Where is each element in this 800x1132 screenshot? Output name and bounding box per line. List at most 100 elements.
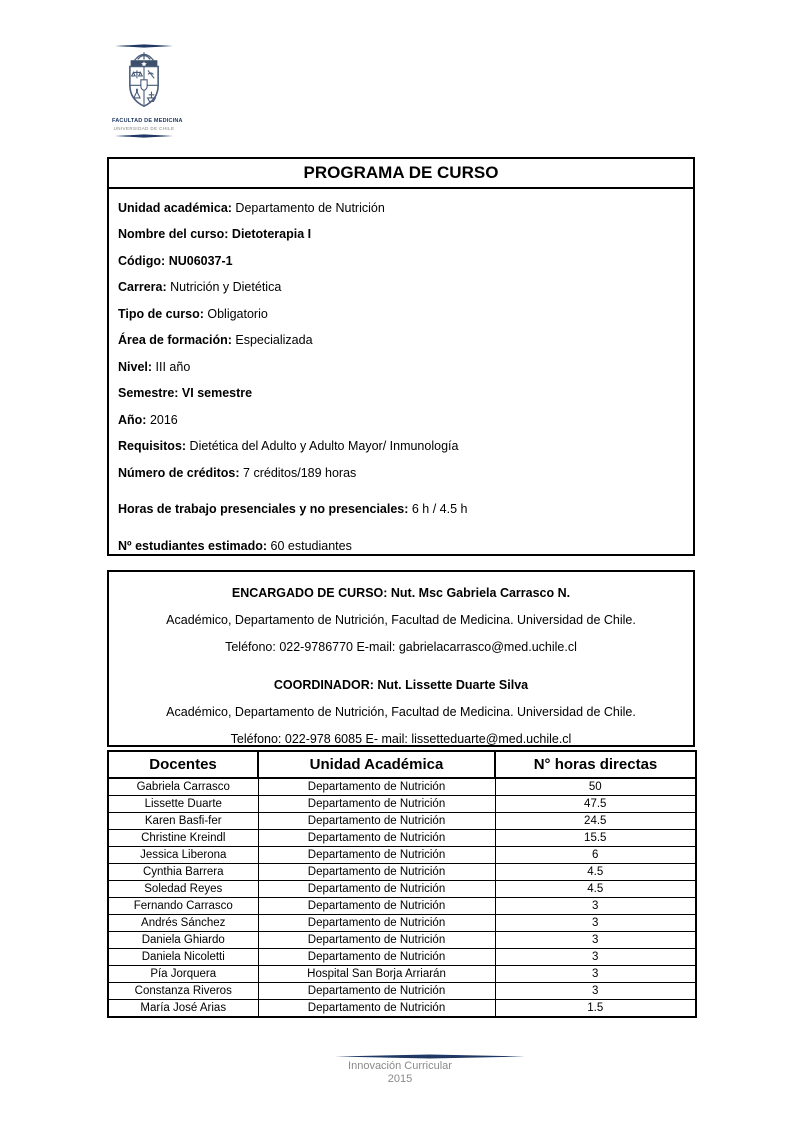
table-header-horas: N° horas directas: [494, 750, 697, 779]
table-cell: Daniela Ghiardo: [107, 931, 259, 949]
table-row: Karen Basfi-fer Departamento de Nutrición…: [107, 812, 697, 830]
table-cell: María José Arias: [107, 999, 259, 1018]
table-row: Daniela Nicoletti Departamento de Nutrici…: [107, 948, 697, 966]
table-cell: Departamento de Nutrición: [257, 897, 496, 915]
course-field: Área de formación: Especializada: [118, 333, 684, 348]
docentes-table: Docentes Unidad Académica N° horas direc…: [107, 750, 697, 1018]
course-fields: Unidad académica: Departamento de Nutric…: [109, 201, 693, 554]
course-field-label: Semestre:: [118, 386, 179, 400]
course-field-value: III año: [152, 359, 191, 374]
course-field-value: 2016: [146, 412, 178, 427]
coordinador-title: COORDINADOR: Nut. Lissette Duarte Silva: [273, 678, 529, 692]
course-program-title: PROGRAMA DE CURSO: [109, 159, 693, 189]
course-field: Nº estudiantes estimado: 60 estudiantes: [118, 539, 684, 554]
table-row: Andrés Sánchez Departamento de Nutrición 3: [107, 914, 697, 932]
table-cell: Soledad Reyes: [107, 880, 259, 898]
course-field-value: 60 estudiantes: [267, 538, 352, 553]
course-field-label: Nombre del curso:: [118, 227, 229, 241]
course-field-label: Número de créditos:: [118, 465, 240, 480]
table-cell: Constanza Riveros: [107, 982, 259, 1000]
table-row: Jessica Liberona Departamento de Nutrició…: [107, 846, 697, 864]
course-field-label: Carrera:: [118, 280, 167, 294]
course-field: Número de créditos: 7 créditos/189 horas: [118, 466, 684, 481]
course-field-label: Requisitos:: [118, 439, 187, 453]
course-field: Requisitos: Dietética del Adulto y Adult…: [118, 439, 684, 454]
course-field: Código: NU06037-1: [118, 254, 684, 269]
table-cell: Gabriela Carrasco: [107, 777, 259, 796]
table-cell: 50: [494, 777, 697, 796]
table-cell: 3: [494, 931, 697, 949]
course-field-value: Dietoterapia I: [228, 227, 312, 241]
table-cell: Christine Kreindl: [107, 829, 259, 847]
table-header-unidad: Unidad Académica: [257, 750, 496, 779]
table-header-docentes: Docentes: [107, 750, 259, 779]
course-field-value: Obligatorio: [203, 306, 268, 321]
course-field-value: NU06037-1: [165, 253, 233, 268]
course-field: Año: 2016: [118, 413, 684, 428]
table-row: Lissette Duarte Departamento de Nutrición…: [107, 795, 697, 813]
footer: Innovación Curricular 2015: [0, 1060, 800, 1086]
staff-box: ENCARGADO DE CURSO: Nut. Msc Gabriela Ca…: [107, 570, 695, 747]
table-cell: Departamento de Nutrición: [257, 999, 496, 1018]
table-row: Cynthia Barrera Departamento de Nutrición…: [107, 863, 697, 881]
course-field: Unidad académica: Departamento de Nutric…: [118, 201, 684, 216]
course-field-label: Código:: [118, 253, 166, 268]
table-cell: 3: [494, 982, 697, 1000]
table-cell: Departamento de Nutrición: [257, 846, 496, 864]
table-row: Pía Jorquera Hospital San Borja Arriarán 3: [107, 965, 697, 983]
logo-top-rule: [115, 44, 173, 48]
table-cell: 47.5: [494, 795, 697, 813]
docentes-table-body: Gabriela Carrasco Departamento de Nutrici…: [107, 777, 697, 1018]
table-cell: Departamento de Nutrición: [257, 982, 496, 1000]
table-cell: Pía Jorquera: [107, 965, 259, 983]
course-program-box: PROGRAMA DE CURSO Unidad académica: Depa…: [107, 157, 695, 556]
course-field-value: 7 créditos/189 horas: [239, 465, 357, 480]
table-row: Christine Kreindl Departamento de Nutrici…: [107, 829, 697, 847]
table-cell: Hospital San Borja Arriarán: [257, 965, 496, 983]
coordinador-contact: Teléfono: 022-978 6085 E- mail: lissette…: [230, 732, 572, 746]
course-field-label: Año:: [118, 412, 147, 427]
table-row: Fernando Carrasco Departamento de Nutrici…: [107, 897, 697, 915]
table-cell: 4.5: [494, 880, 697, 898]
table-cell: Karen Basfi-fer: [107, 812, 259, 830]
table-cell: 1.5: [494, 999, 697, 1018]
table-cell: 3: [494, 914, 697, 932]
course-field-value: Especializada: [231, 333, 313, 347]
course-field-label: Horas de trabajo presenciales y no prese…: [118, 502, 409, 516]
course-field-label: Nivel:: [118, 359, 153, 374]
logo-bottom-rule: [115, 134, 173, 138]
university-crest-icon: [129, 52, 159, 108]
table-cell: Fernando Carrasco: [107, 897, 259, 915]
course-field: Tipo de curso: Obligatorio: [118, 307, 684, 322]
encargado-contact: Teléfono: 022-9786770 E-mail: gabrielaca…: [225, 640, 577, 654]
logo-university-name: UNIVERSIDAD DE CHILE: [113, 126, 175, 131]
table-cell: 3: [494, 948, 697, 966]
table-cell: 6: [494, 846, 697, 864]
table-cell: Departamento de Nutrición: [257, 931, 496, 949]
course-field-value: Dietética del Adulto y Adulto Mayor/ Inm…: [186, 439, 459, 453]
course-field: Nivel: III año: [118, 360, 684, 375]
course-field-value: 6 h / 4.5 h: [408, 502, 468, 516]
table-cell: 4.5: [494, 863, 697, 881]
course-field-label: Tipo de curso:: [118, 306, 204, 321]
table-row: Constanza Riveros Departamento de Nutrici…: [107, 982, 697, 1000]
course-field: Semestre: VI semestre: [118, 386, 684, 401]
table-cell: 24.5: [494, 812, 697, 830]
course-field-label: Nº estudiantes estimado:: [118, 538, 268, 553]
course-field-value: Departamento de Nutrición: [231, 200, 385, 215]
course-field-label: Unidad académica:: [118, 200, 232, 215]
encargado-affiliation: Académico, Departamento de Nutrición, Fa…: [166, 613, 636, 627]
table-cell: 3: [494, 897, 697, 915]
table-row: Gabriela Carrasco Departamento de Nutrici…: [107, 777, 697, 796]
table-cell: Departamento de Nutrición: [257, 812, 496, 830]
coordinador-affiliation: Académico, Departamento de Nutrición, Fa…: [166, 705, 636, 719]
table-cell: Departamento de Nutrición: [257, 829, 496, 847]
table-cell: Departamento de Nutrición: [257, 795, 496, 813]
footer-rule: [335, 1054, 525, 1059]
table-cell: Departamento de Nutrición: [257, 948, 496, 966]
table-cell: Cynthia Barrera: [107, 863, 259, 881]
table-cell: Departamento de Nutrición: [257, 863, 496, 881]
logo-faculty-name: FACULTAD DE MEDICINA: [112, 118, 183, 124]
table-cell: 3: [494, 965, 697, 983]
